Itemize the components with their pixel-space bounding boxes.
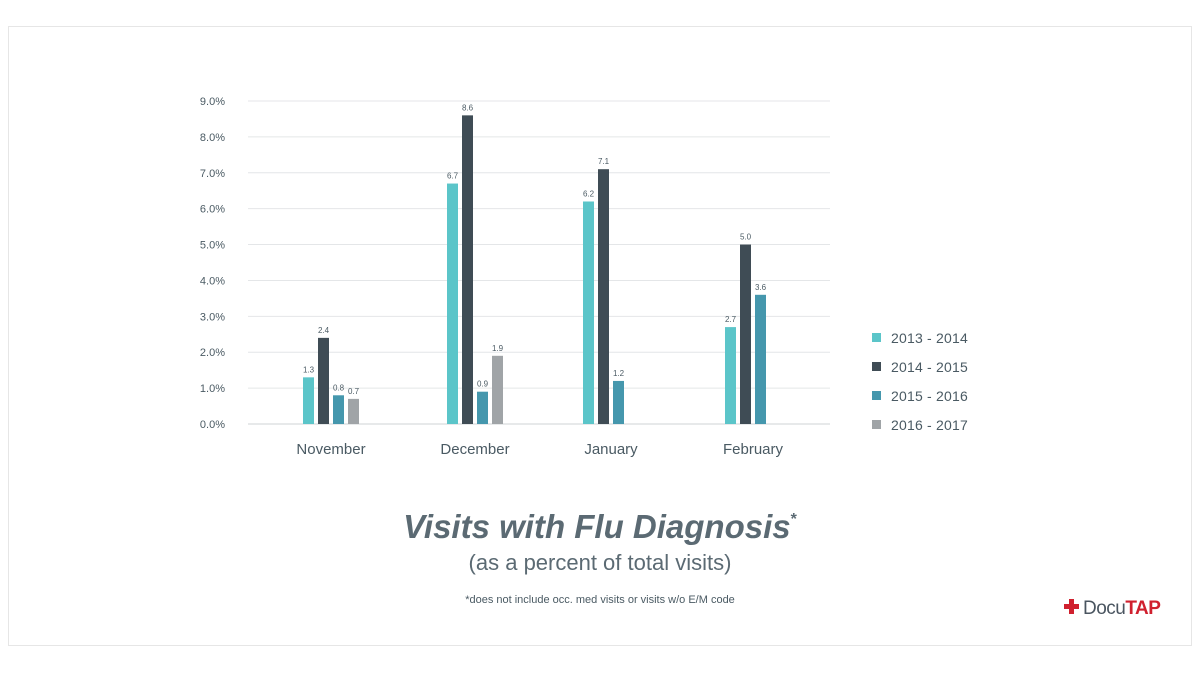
chart-subtitle: (as a percent of total visits) (468, 550, 732, 575)
logo-text-tap: TAP (1125, 598, 1161, 619)
legend-item: 2016 - 2017 (872, 410, 968, 439)
legend-item: 2014 - 2015 (872, 352, 968, 381)
bar-2013-2014 (583, 201, 594, 424)
chart-title-text: Visits with Flu Diagnosis (403, 508, 791, 545)
logo-text-docu: Docu (1083, 598, 1126, 619)
legend: 2013 - 2014 2014 - 2015 2015 - 2016 2016 - … (872, 323, 968, 439)
bar-value-label: 3.6 (755, 283, 767, 292)
y-tick-label: 8.0% (200, 132, 225, 144)
bar-value-label: 0.8 (333, 383, 345, 392)
x-tick-label: January (584, 441, 638, 458)
bar-value-label: 1.2 (613, 369, 625, 378)
x-tick-label: February (723, 441, 784, 458)
bar-value-label: 8.6 (462, 103, 474, 112)
bar-2014-2015 (462, 115, 473, 424)
bar-2013-2014 (303, 377, 314, 424)
data-labels: 1.3 2.4 0.8 0.7 6.7 8.6 0.9 1.9 6.2 7.1 1.2 2.7 5.0 3… (303, 103, 767, 396)
chart-title-asterisk: * (790, 511, 797, 528)
y-tick-label: 3.0% (200, 311, 225, 323)
bar-2016-2017 (492, 355, 503, 424)
bar-value-label: 6.7 (447, 172, 459, 181)
x-tick-label: November (296, 441, 365, 458)
bar-2016-2017 (348, 398, 359, 424)
y-tick-label: 0.0% (200, 419, 225, 431)
bar-2013-2014 (447, 183, 458, 424)
chart-title: Visits with Flu Diagnosis* (0, 508, 1200, 546)
legend-item: 2013 - 2014 (872, 323, 968, 352)
bar-2014-2015 (740, 244, 751, 424)
logo-mark-icon (1064, 599, 1080, 619)
bar-value-label: 0.9 (477, 380, 489, 389)
y-tick-label: 1.0% (200, 383, 225, 395)
y-tick-label: 5.0% (200, 240, 225, 252)
bars (303, 115, 766, 424)
legend-item: 2015 - 2016 (872, 381, 968, 410)
legend-swatch (872, 362, 881, 371)
y-axis-ticks: 0.0% 1.0% 2.0% 3.0% 4.0% 5.0% 6.0% 7.0% 8.0% 9.0% (200, 96, 225, 431)
docutap-logo: DocuTAP (1064, 598, 1161, 620)
legend-label: 2014 - 2015 (891, 358, 968, 375)
y-tick-label: 4.0% (200, 275, 225, 287)
bar-2013-2014 (725, 327, 736, 424)
logo-text: DocuTAP (1083, 598, 1161, 620)
legend-label: 2016 - 2017 (891, 416, 968, 433)
legend-label: 2015 - 2016 (891, 387, 968, 404)
bar-value-label: 6.2 (583, 189, 595, 198)
y-tick-label: 6.0% (200, 204, 225, 216)
bar-value-label: 1.9 (492, 344, 504, 353)
bar-2015-2016 (477, 391, 488, 424)
bar-value-label: 5.0 (740, 233, 752, 242)
bar-value-label: 7.1 (598, 157, 610, 166)
x-axis-ticks: November December January February (296, 441, 783, 458)
x-tick-label: December (440, 441, 509, 458)
legend-swatch (872, 391, 881, 400)
legend-label: 2013 - 2014 (891, 329, 968, 346)
bar-value-label: 0.7 (348, 387, 360, 396)
y-tick-label: 2.0% (200, 347, 225, 359)
bar-value-label: 2.4 (318, 326, 330, 335)
bar-value-label: 2.7 (725, 315, 737, 324)
bar-2015-2016 (333, 395, 344, 424)
bar-value-label: 1.3 (303, 365, 315, 374)
bar-2015-2016 (613, 380, 624, 424)
legend-swatch (872, 333, 881, 342)
bar-2014-2015 (598, 169, 609, 424)
bar-2015-2016 (755, 294, 766, 424)
y-tick-label: 9.0% (200, 96, 225, 108)
y-tick-label: 7.0% (200, 168, 225, 180)
footnote: *does not include occ. med visits or vis… (465, 594, 735, 606)
legend-swatch (872, 420, 881, 429)
bar-2014-2015 (318, 337, 329, 424)
